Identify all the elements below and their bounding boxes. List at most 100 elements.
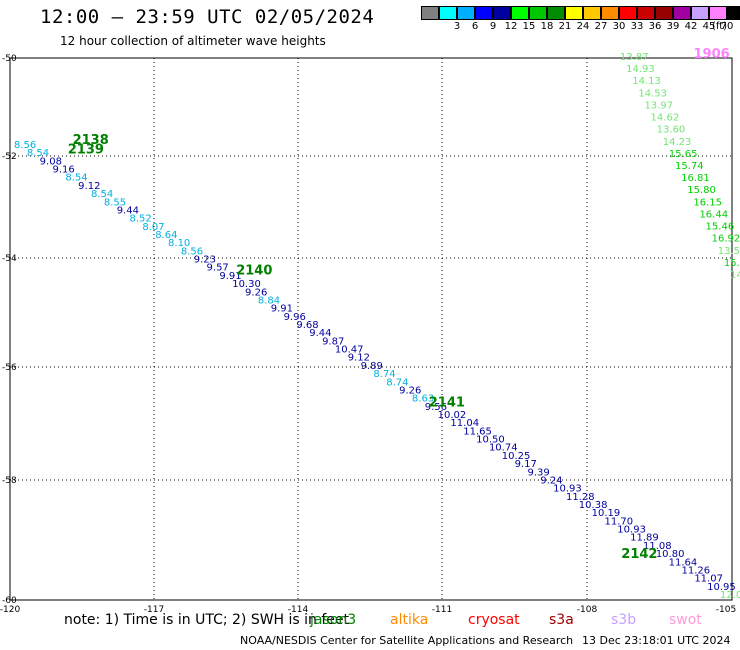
track-value: 11.70 [604, 516, 633, 527]
track-value: 8.07 [142, 222, 164, 233]
track-value: 16.81 [681, 173, 710, 184]
scale-label: 9 [489, 21, 497, 32]
track-value: 14.23 [663, 137, 692, 148]
track-value: 8.63 [412, 394, 434, 405]
scale-swatch [619, 6, 637, 20]
latitude-label: -56 [2, 363, 17, 373]
track-value: 11.07 [694, 574, 723, 585]
track-value: 10.95 [707, 582, 736, 593]
track-value: 9.24 [540, 475, 562, 486]
track-value: 12.0 [720, 590, 740, 601]
scale-label: 42 [684, 21, 698, 32]
track-value: 10.50 [476, 435, 505, 446]
scale-label: 27 [594, 21, 608, 32]
latitude-label: -54 [2, 254, 17, 264]
track-value: 16.15 [693, 197, 722, 208]
scale-swatch [727, 6, 740, 20]
legend-item-s3b: s3b [611, 612, 637, 628]
track-value: 9.12 [348, 353, 370, 364]
track-value: 14.62 [651, 113, 680, 124]
track-value: 15.74 [675, 161, 704, 172]
track-value: 16.44 [699, 209, 728, 220]
scale-swatch [475, 6, 493, 20]
track-value: 8.56 [14, 140, 36, 151]
scale-label: 18 [540, 21, 554, 32]
track-value: 14.53 [638, 88, 667, 99]
track-value: 9.26 [245, 287, 267, 298]
scale-swatch [493, 6, 511, 20]
scale-swatch [421, 6, 439, 20]
scale-swatch [673, 6, 691, 20]
track-value: 9.57 [207, 263, 229, 274]
track-value: 8.74 [386, 377, 408, 388]
track-value: 9.44 [309, 328, 331, 339]
track-value: 11.89 [630, 533, 659, 544]
scale-swatch [637, 6, 655, 20]
track-value: 10.25 [502, 451, 531, 462]
track-value: 8.74 [373, 369, 395, 380]
track-value: 8.54 [91, 189, 113, 200]
track-value: 9.26 [399, 385, 421, 396]
track-value: 11.65 [463, 426, 492, 437]
track-value: 9.91 [271, 304, 293, 315]
track-value: 15.46 [706, 222, 735, 233]
scale-swatch [583, 6, 601, 20]
scale-swatch [709, 6, 727, 20]
track-value: 13.87 [620, 52, 649, 63]
latitude-label: -58 [2, 476, 17, 486]
map-graticule [10, 58, 732, 600]
scale-swatch [547, 6, 565, 20]
track-value: 9.23 [194, 255, 216, 266]
track-value: 8.56 [181, 246, 203, 257]
track-value: 10.74 [489, 443, 518, 454]
satellite-track-1: 8.568.549.089.168.549.128.548.559.448.52… [14, 140, 740, 601]
track-value: 10.38 [579, 500, 608, 511]
latitude-labels: -50 -52 -54 -56 -58 -60 [2, 54, 17, 606]
track-value: 11.04 [450, 418, 479, 429]
scale-swatch [439, 6, 457, 20]
scale-swatch [529, 6, 547, 20]
track-value: 13.60 [657, 125, 686, 136]
track-value: 10.80 [656, 549, 685, 560]
track-value: 9.87 [322, 336, 344, 347]
credit-line: NOAA/NESDIS Center for Satellite Applica… [240, 634, 574, 647]
track-value: 10.47 [335, 345, 364, 356]
track-value: 9.39 [527, 467, 549, 478]
footer-note: note: 1) Time is in UTC; 2) SWH is in fe… [64, 612, 350, 628]
legend-item-swot: swot [669, 612, 702, 628]
scale-label: 33 [630, 21, 644, 32]
track-value: 9.12 [78, 181, 100, 192]
scale-swatch [601, 6, 619, 20]
track-value: 10.93 [617, 525, 646, 536]
scale-swatch [511, 6, 529, 20]
scale-label: 21 [558, 21, 572, 32]
scale-label: 36 [648, 21, 662, 32]
track-value: 14.13 [632, 76, 661, 87]
pass-number: 2138 [73, 133, 109, 148]
latitude-label: -60 [2, 596, 17, 606]
scale-label: 3 [453, 21, 461, 32]
generated-timestamp: 13 Dec 23:18:01 UTC 2024 [582, 634, 731, 647]
track-value: 13.5 [718, 246, 740, 257]
page-subtitle: 12 hour collection of altimeter wave hei… [60, 34, 326, 48]
track-value: 8.52 [130, 214, 152, 225]
pass-number: 2142 [621, 547, 657, 562]
scale-swatch [457, 6, 475, 20]
track-value: 9.89 [361, 361, 383, 372]
track-value: 9.16 [53, 165, 75, 176]
pass-number: 2140 [236, 263, 272, 278]
scale-swatch [655, 6, 673, 20]
scale-label: 45 [702, 21, 716, 32]
track-value: 14.93 [626, 64, 655, 75]
longitude-label: -120 [0, 605, 20, 615]
scale-label: 39 [666, 21, 680, 32]
scale-swatch [691, 6, 709, 20]
pass-number: 2139 [68, 143, 104, 158]
track-value: 10.19 [592, 508, 621, 519]
track-value: 10.02 [438, 410, 467, 421]
pass-number: 2141 [429, 396, 465, 411]
track-value: 9.08 [40, 156, 62, 167]
track-value: 8.10 [168, 238, 190, 249]
